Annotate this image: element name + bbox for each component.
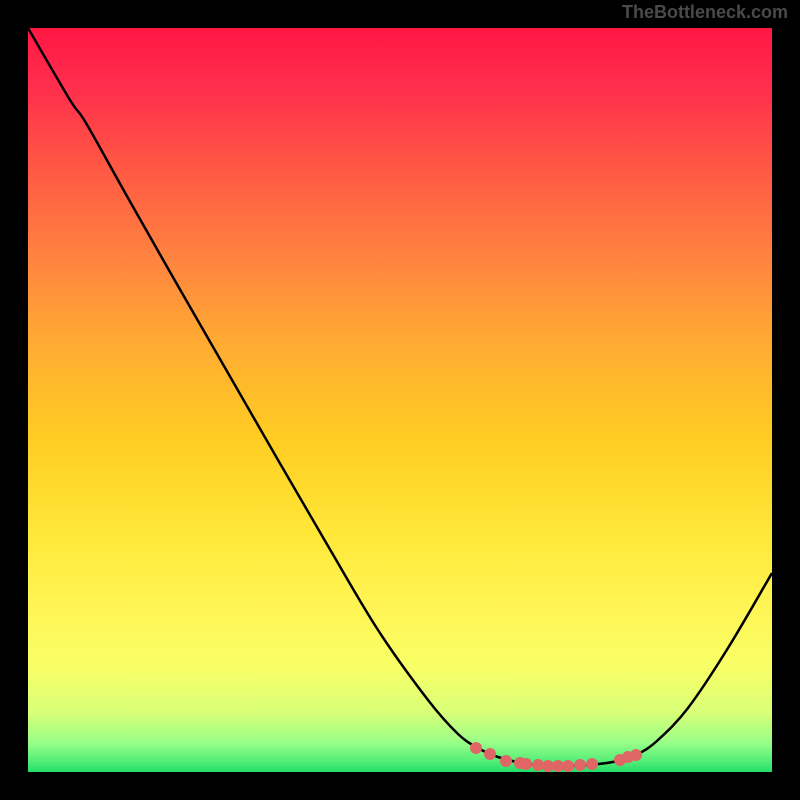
bottleneck-curve	[28, 28, 772, 772]
watermark-text: TheBottleneck.com	[622, 2, 788, 23]
curve-line	[28, 28, 772, 766]
chart-container	[28, 28, 772, 772]
